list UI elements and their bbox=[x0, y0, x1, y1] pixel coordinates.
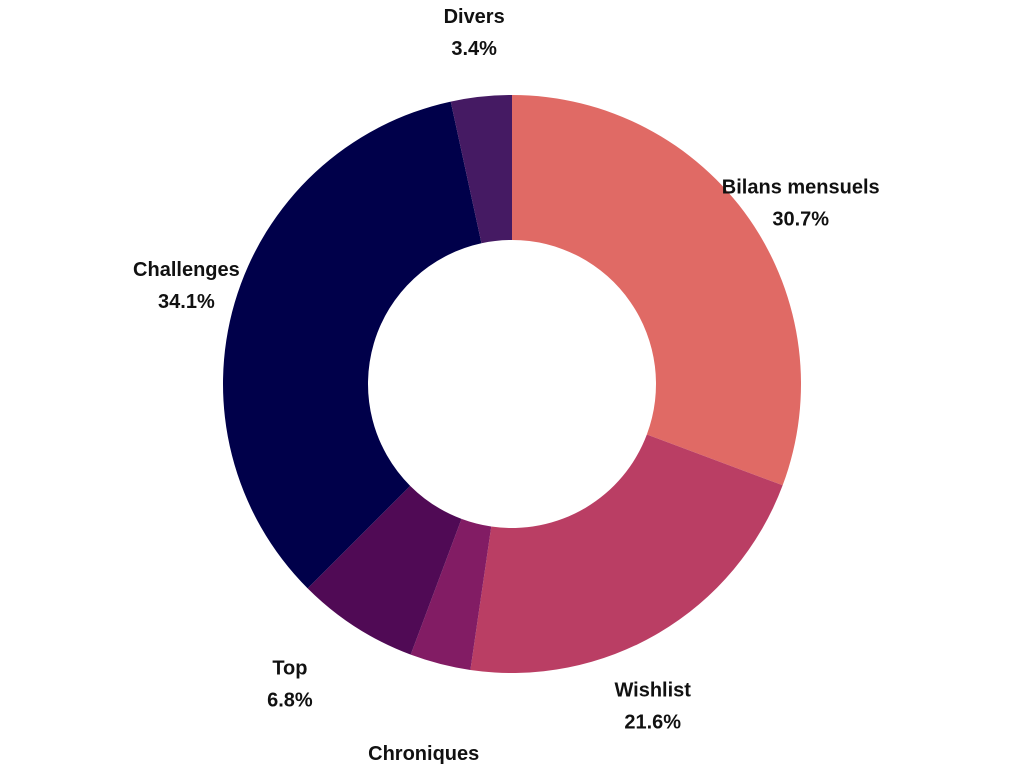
slice-value-label: 34.1% bbox=[158, 291, 215, 313]
slice-label: Divers bbox=[444, 6, 505, 28]
slice-challenges bbox=[222, 101, 482, 589]
slice-label: Chroniques bbox=[368, 743, 479, 765]
slice-chroniques bbox=[410, 518, 492, 670]
slice-wishlist bbox=[470, 434, 783, 673]
slice-label: Wishlist bbox=[614, 680, 691, 702]
slice-bilans-mensuels bbox=[512, 95, 802, 486]
slice-value-label: 6.8% bbox=[267, 690, 313, 712]
labels-group: Bilans mensuels 30.7% Wishlist 21.6% Chroniq… bbox=[133, 6, 880, 765]
slice-value-label: 30.7% bbox=[772, 209, 829, 231]
slice-value-label: 3.4% bbox=[451, 38, 497, 60]
slice-divers bbox=[450, 95, 512, 244]
slices-group bbox=[222, 95, 802, 673]
slice-label: Top bbox=[272, 658, 307, 680]
slice-top bbox=[307, 485, 462, 655]
slice-label: Challenges bbox=[133, 259, 240, 281]
slice-label: Bilans mensuels bbox=[722, 177, 880, 199]
slice-value-label: 21.6% bbox=[624, 712, 681, 734]
